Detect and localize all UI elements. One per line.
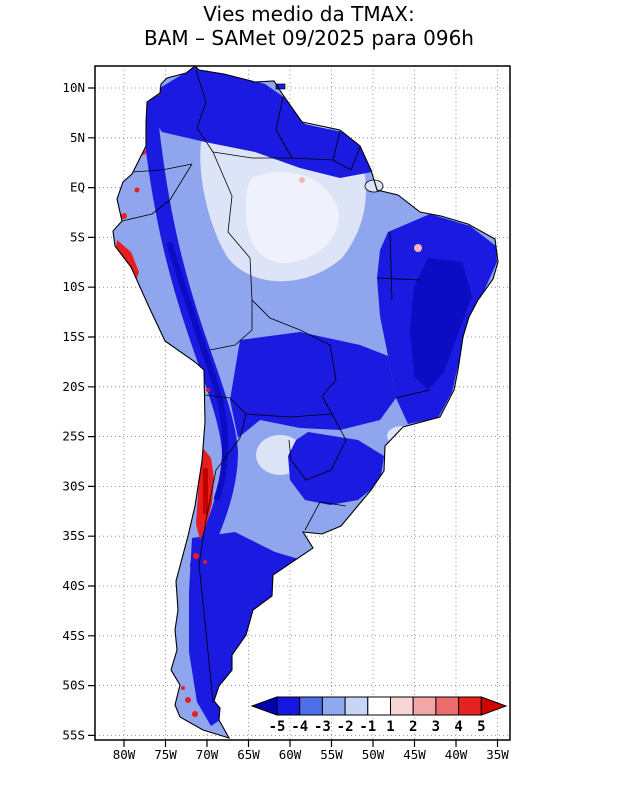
trinidad-island — [275, 83, 286, 90]
colorbar-label: -2 — [337, 719, 354, 735]
y-axis-tick-label: 15S — [62, 329, 85, 344]
east-brazil-navy-core — [410, 258, 472, 390]
x-axis-tick-label: 40W — [445, 747, 468, 762]
amazon-near-white-core — [246, 172, 339, 263]
y-axis-tick-label: EQ — [70, 180, 85, 195]
y-axis-tick-label: 10N — [62, 80, 85, 95]
y-axis-tick-label: 20S — [62, 379, 85, 394]
colorbar-label: 1 — [386, 719, 394, 735]
colorbar-segment — [412, 696, 437, 716]
colorbar-segment — [390, 696, 414, 716]
x-axis-tick-label: 35W — [486, 747, 509, 762]
y-axis-labels: 10N 5N EQ 5S 10S 15S 20S 25S 30S 35S 40S… — [62, 80, 85, 742]
colorbar-segment — [367, 696, 391, 716]
country-borders — [121, 69, 431, 703]
y-axis-tick-label: 35S — [62, 528, 85, 543]
colorbar-right-arrow — [480, 696, 508, 716]
y-axis-tick-label: 5S — [70, 229, 85, 244]
y-axis-tick-label: 50S — [62, 678, 85, 693]
plot-frame — [94, 65, 511, 741]
colorbar-label: 2 — [409, 719, 417, 735]
y-axis-tick-label: 40S — [62, 578, 85, 593]
x-axis-tick-label: 55W — [320, 747, 343, 762]
colorbar-label: 3 — [432, 719, 440, 735]
x-axis-tick-label: 70W — [196, 747, 219, 762]
central-band-deep-blue-region — [230, 332, 396, 438]
x-axis-tick-label: 60W — [279, 747, 302, 762]
x-axis-tick-label: 80W — [113, 747, 136, 762]
map-title-line1: Vies medio da TMAX: — [203, 2, 414, 26]
y-axis-tick-label: 25S — [62, 429, 85, 444]
x-axis-tick-label: 75W — [154, 747, 177, 762]
y-axis-tick-label: 45S — [62, 628, 85, 643]
colorbar-label: 5 — [477, 719, 485, 735]
axis-ticks — [88, 87, 499, 747]
colorbar-label: -4 — [291, 719, 308, 735]
colorbar-label: -3 — [314, 719, 331, 735]
colorbar-segment — [321, 696, 346, 716]
y-axis-tick-label: 30S — [62, 478, 85, 493]
south-brazil-deep-blue-region — [288, 432, 384, 505]
y-axis-tick-label: 10S — [62, 279, 85, 294]
colorbar-label: -5 — [269, 719, 286, 735]
y-axis-tick-label: 55S — [62, 727, 85, 742]
colorbar-segment — [344, 696, 369, 716]
y-axis-tick-label: 5N — [70, 130, 85, 145]
continent-coastline — [112, 65, 499, 739]
x-axis-tick-label: 50W — [362, 747, 385, 762]
colorbar-label: -1 — [359, 719, 376, 735]
x-axis-labels: 80W 75W 70W 65W 60W 55W 50W 45W 40W 35W — [113, 747, 510, 762]
colorbar-label: 4 — [454, 719, 462, 735]
x-axis-tick-label: 45W — [403, 747, 426, 762]
pink-spots — [299, 177, 422, 252]
colorbar-segment — [435, 696, 460, 716]
map-title-line2: BAM – SAMet 09/2025 para 096h — [144, 26, 474, 50]
andes-navy-crest — [167, 242, 229, 501]
colorbar-segment — [299, 696, 323, 716]
x-axis-tick-label: 65W — [237, 747, 260, 762]
colorbar-segment — [276, 696, 301, 716]
colorbar-segment — [458, 696, 482, 716]
colorbar: -5 -4 -3 -2 -1 1 2 3 4 5 — [250, 696, 508, 735]
north-deep-blue-region — [140, 66, 372, 178]
